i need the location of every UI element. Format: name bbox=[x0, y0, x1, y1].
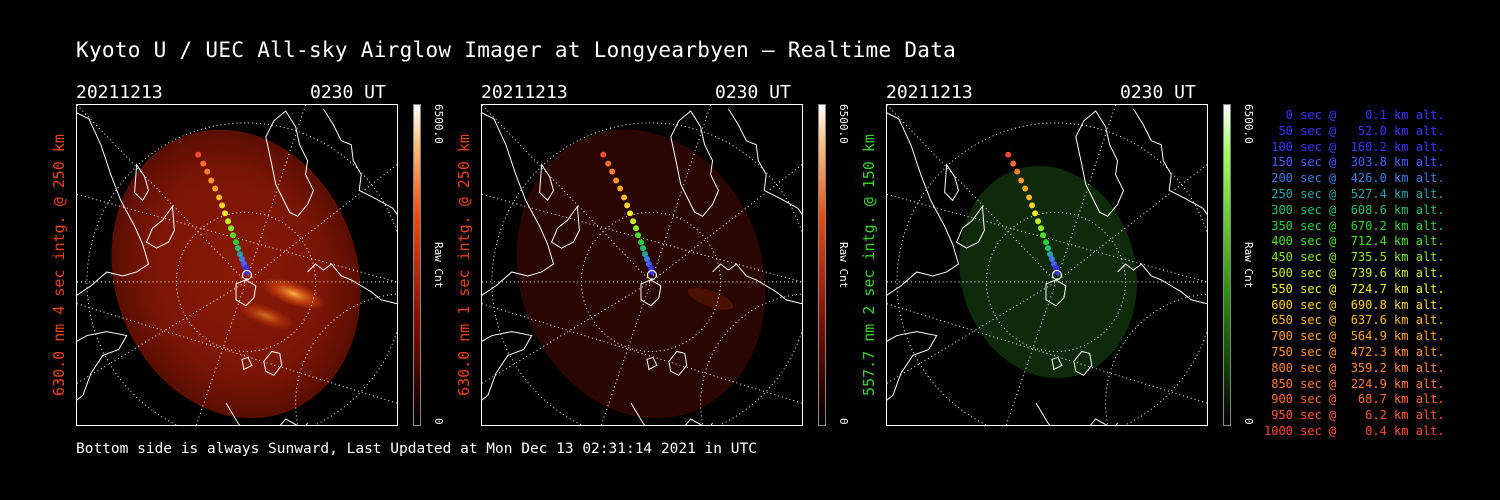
colorbar-max: 6500.0 bbox=[432, 104, 445, 144]
legend-entry: 150 sec @ 303.8 km alt. bbox=[1264, 155, 1445, 170]
image-panel-557-2s: 20211213 0230 UT 557.7 nm 2 sec intg. @ … bbox=[860, 82, 1306, 432]
legend-entry: 1000 sec @ 0.4 km alt. bbox=[1264, 423, 1445, 438]
footer-note: Bottom side is always Sunward, Last Upda… bbox=[76, 441, 757, 457]
allsky-image bbox=[481, 104, 803, 426]
legend-entry: 500 sec @ 739.6 km alt. bbox=[1264, 265, 1445, 280]
colorbar bbox=[1223, 104, 1231, 426]
allsky-image bbox=[76, 104, 398, 426]
legend-entry: 50 sec @ 52.0 km alt. bbox=[1264, 123, 1445, 138]
legend-entry: 700 sec @ 564.9 km alt. bbox=[1264, 329, 1445, 344]
legend-entry: 200 sec @ 426.0 km alt. bbox=[1264, 171, 1445, 186]
legend-entry: 800 sec @ 359.2 km alt. bbox=[1264, 360, 1445, 375]
panel-date: 20211213 bbox=[76, 82, 163, 103]
image-panel-630-4s: 20211213 0230 UT 630.0 nm 4 sec intg. @ … bbox=[50, 82, 496, 432]
page-title: Kyoto U / UEC All-sky Airglow Imager at … bbox=[76, 38, 957, 62]
legend-entry: 900 sec @ 68.7 km alt. bbox=[1264, 392, 1445, 407]
legend-entry: 550 sec @ 724.7 km alt. bbox=[1264, 281, 1445, 296]
legend-entry: 850 sec @ 224.9 km alt. bbox=[1264, 376, 1445, 391]
legend-entry: 600 sec @ 690.8 km alt. bbox=[1264, 297, 1445, 312]
colorbar-max: 6500.0 bbox=[837, 104, 850, 144]
legend-entry: 350 sec @ 670.2 km alt. bbox=[1264, 218, 1445, 233]
allsky-image bbox=[886, 104, 1208, 426]
panel-time: 0230 UT bbox=[310, 82, 386, 103]
legend-entry: 950 sec @ 6.2 km alt. bbox=[1264, 408, 1445, 423]
panel-time: 0230 UT bbox=[1120, 82, 1196, 103]
panel-date: 20211213 bbox=[886, 82, 973, 103]
colorbar-min: 0 bbox=[837, 418, 850, 425]
colorbar-max: 6500.0 bbox=[1242, 104, 1255, 144]
colorbar-min: 0 bbox=[1242, 418, 1255, 425]
legend-entry: 100 sec @ 160.2 km alt. bbox=[1264, 139, 1445, 154]
colorbar-unit: Raw Cnt bbox=[837, 242, 850, 289]
legend-entry: 250 sec @ 527.4 km alt. bbox=[1264, 186, 1445, 201]
legend-entry: 400 sec @ 712.4 km alt. bbox=[1264, 234, 1445, 249]
panel-date: 20211213 bbox=[481, 82, 568, 103]
panel-time: 0230 UT bbox=[715, 82, 791, 103]
legend-entry: 300 sec @ 608.6 km alt. bbox=[1264, 202, 1445, 217]
colorbar bbox=[413, 104, 421, 426]
image-panel-630-1s: 20211213 0230 UT 630.0 nm 1 sec intg. @ … bbox=[455, 82, 901, 432]
panel-wavelength-text: 630.0 nm 4 sec intg. @ 250 km bbox=[50, 134, 68, 396]
colorbar-unit: Raw Cnt bbox=[1242, 242, 1255, 289]
legend-entry: 650 sec @ 637.6 km alt. bbox=[1264, 313, 1445, 328]
colorbar-unit: Raw Cnt bbox=[432, 242, 445, 289]
legend-entry: 0 sec @ 0.1 km alt. bbox=[1264, 108, 1445, 122]
colorbar-min: 0 bbox=[432, 418, 445, 425]
panel-wavelength-text: 630.0 nm 1 sec intg. @ 250 km bbox=[455, 134, 473, 396]
panel-wavelength-text: 557.7 nm 2 sec intg. @ 150 km bbox=[860, 134, 878, 396]
legend-entry: 450 sec @ 735.5 km alt. bbox=[1264, 250, 1445, 265]
trajectory-legend: 0 sec @ 0.1 km alt. 50 sec @ 52.0 km alt… bbox=[1264, 108, 1445, 440]
colorbar bbox=[818, 104, 826, 426]
legend-entry: 750 sec @ 472.3 km alt. bbox=[1264, 344, 1445, 359]
